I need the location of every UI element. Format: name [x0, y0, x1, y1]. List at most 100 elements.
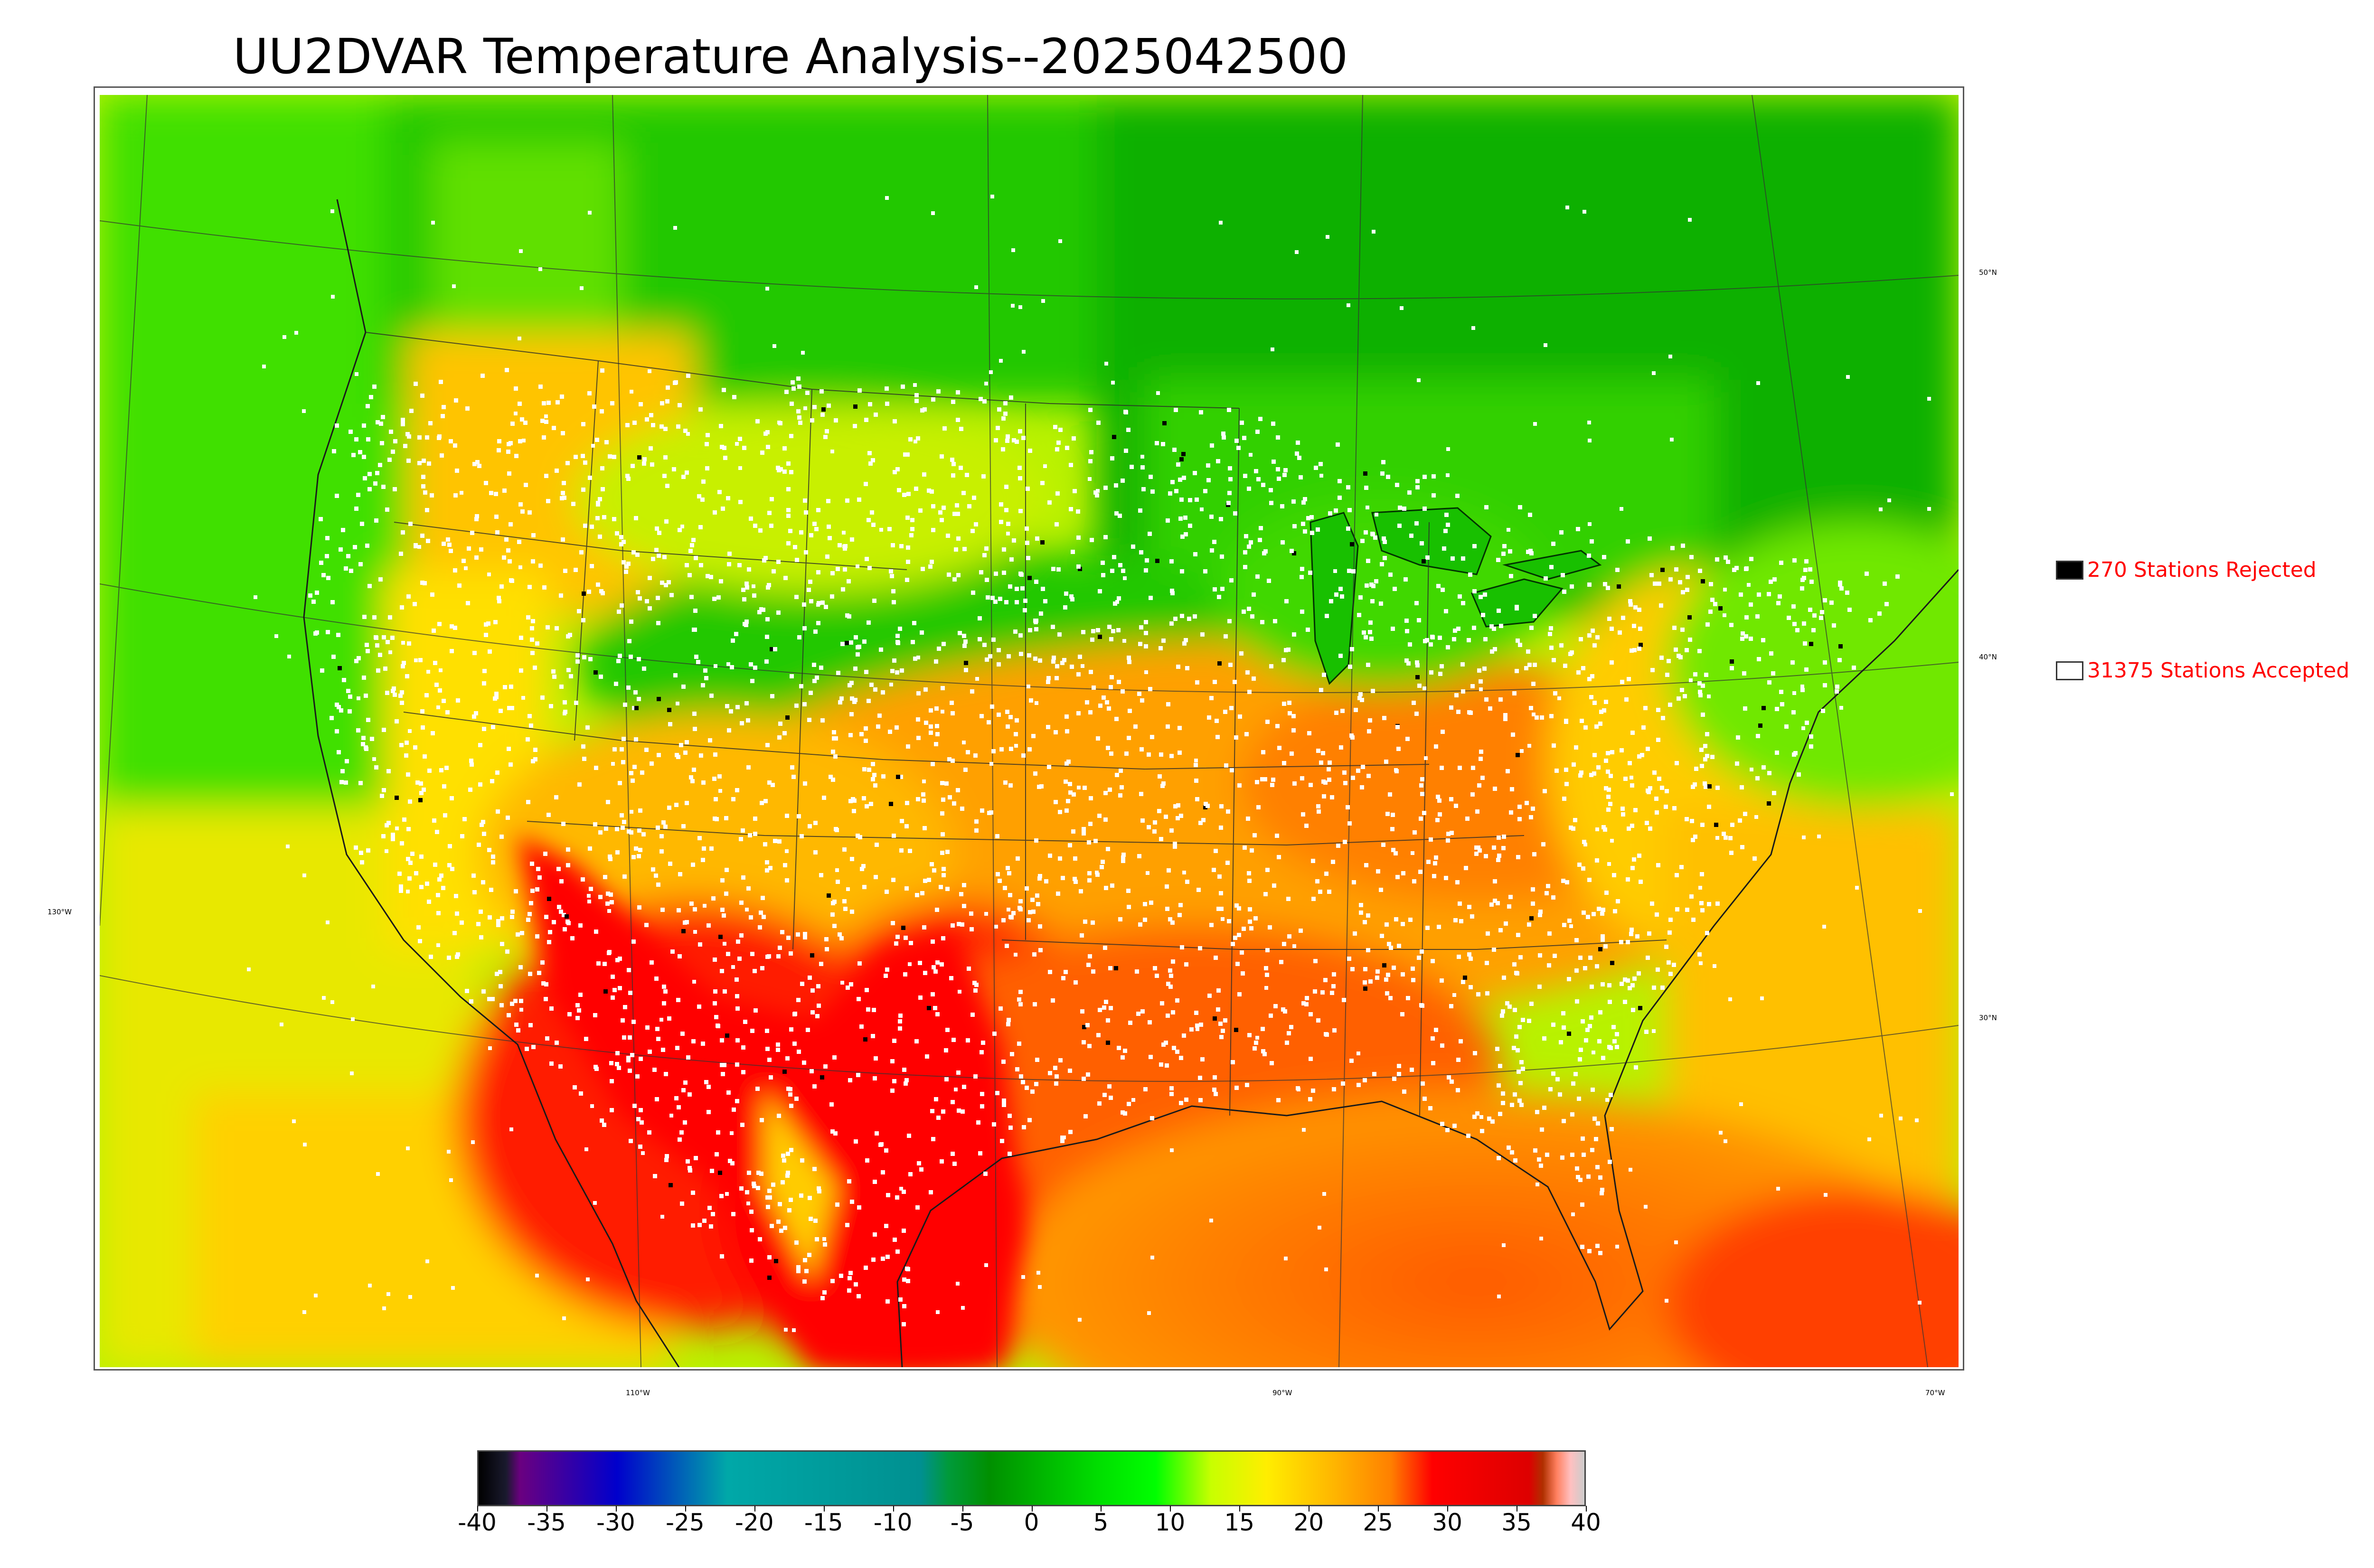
- station-marker: [1432, 493, 1436, 498]
- station-marker: [1121, 853, 1126, 857]
- station-marker: [1195, 797, 1199, 801]
- station-marker: [1710, 598, 1715, 602]
- station-marker: [518, 965, 523, 969]
- station-marker: [1346, 526, 1350, 531]
- station-marker: [1195, 1023, 1199, 1028]
- station-marker: [1131, 1098, 1135, 1102]
- station-marker: [1837, 658, 1842, 662]
- station-marker: [1009, 557, 1014, 562]
- station-marker: [1527, 1019, 1531, 1023]
- station-marker: [1307, 731, 1311, 735]
- station-marker: [1103, 535, 1108, 539]
- station-marker: [1356, 769, 1360, 773]
- station-marker: [474, 711, 478, 715]
- station-marker: [845, 1223, 849, 1227]
- station-marker: [750, 952, 754, 956]
- station-marker: [1215, 735, 1220, 739]
- station-marker: [1726, 560, 1730, 564]
- station-marker: [1328, 761, 1332, 765]
- station-marker: [787, 1208, 791, 1212]
- station-marker: [1513, 1158, 1517, 1163]
- station-marker: [1411, 851, 1414, 855]
- station-marker: [1715, 557, 1719, 562]
- station-marker: [902, 1277, 906, 1282]
- station-marker: [1513, 1008, 1517, 1012]
- station-marker: [1114, 483, 1118, 488]
- station-marker: [1452, 637, 1456, 641]
- station-marker: [1176, 803, 1180, 807]
- station-marker: [1535, 1110, 1539, 1114]
- station-marker: [417, 461, 422, 465]
- station-marker: [1021, 753, 1026, 758]
- station-marker: [961, 1306, 965, 1310]
- station-marker: [1146, 871, 1149, 875]
- station-marker: [1587, 582, 1592, 587]
- station-marker: [1576, 1175, 1580, 1179]
- station-marker: [735, 1038, 740, 1042]
- station-marker: [1068, 1130, 1073, 1134]
- station-marker: [1839, 706, 1843, 710]
- station-marker: [956, 573, 961, 577]
- station-marker: [565, 461, 570, 465]
- station-marker: [507, 1013, 511, 1017]
- station-marker: [815, 676, 819, 680]
- station-marker: [544, 997, 548, 1001]
- station-marker: [1319, 688, 1323, 692]
- station-marker: [1371, 584, 1375, 588]
- station-marker: [1516, 933, 1520, 937]
- station-marker: [1178, 751, 1182, 755]
- station-marker: [656, 596, 660, 600]
- station-marker: [1040, 481, 1045, 485]
- station-marker: [421, 484, 425, 488]
- station-marker: [789, 1198, 793, 1202]
- station-marker: [575, 1016, 580, 1020]
- station-marker: [779, 1229, 783, 1233]
- station-marker: [982, 553, 987, 557]
- station-marker: [1302, 1128, 1306, 1132]
- station-marker: [663, 989, 668, 994]
- station-marker: [727, 728, 731, 732]
- station-marker: [1381, 460, 1385, 464]
- station-marker: [1459, 1039, 1463, 1043]
- station-marker: [1305, 996, 1309, 1000]
- station-marker: [1272, 883, 1276, 888]
- station-marker: [635, 1074, 640, 1079]
- station-marker: [535, 887, 539, 892]
- station-marker: [1512, 691, 1517, 695]
- station-marker: [831, 778, 835, 782]
- station-marker: [1474, 845, 1479, 850]
- station-marker: [1404, 619, 1409, 623]
- station-marker: [626, 477, 631, 481]
- station-marker: [600, 1118, 604, 1123]
- station-marker: [1184, 532, 1188, 536]
- station-marker: [984, 546, 989, 551]
- station-marker: [1595, 858, 1599, 863]
- station-marker: [1285, 1041, 1289, 1045]
- station-marker: [848, 799, 853, 803]
- station-marker: [772, 344, 776, 348]
- station-marker: [910, 527, 914, 531]
- station-marker: [1148, 687, 1152, 691]
- station-marker: [1729, 623, 1733, 627]
- station-marker: [802, 626, 807, 630]
- station-marker: [1168, 917, 1172, 921]
- station-marker: [506, 816, 510, 820]
- station-marker: [758, 528, 763, 533]
- station-marker: [1056, 892, 1060, 896]
- station-marker: [939, 885, 943, 889]
- accepted-label: 31375 Stations Accepted: [2087, 658, 2350, 683]
- station-marker: [1823, 660, 1827, 665]
- station-marker: [1199, 1023, 1203, 1027]
- station-marker: [1507, 904, 1511, 909]
- station-marker: [1615, 1245, 1619, 1249]
- station-marker: [589, 887, 593, 891]
- station-marker: [1637, 854, 1641, 858]
- station-marker: [612, 455, 616, 459]
- station-marker: [1564, 782, 1569, 786]
- station-marker: [1018, 899, 1023, 903]
- station-marker: [688, 1168, 692, 1173]
- station-marker: [908, 1172, 913, 1176]
- station-marker: [776, 1048, 780, 1052]
- station-marker: [735, 1062, 739, 1067]
- station-marker: [1749, 637, 1753, 641]
